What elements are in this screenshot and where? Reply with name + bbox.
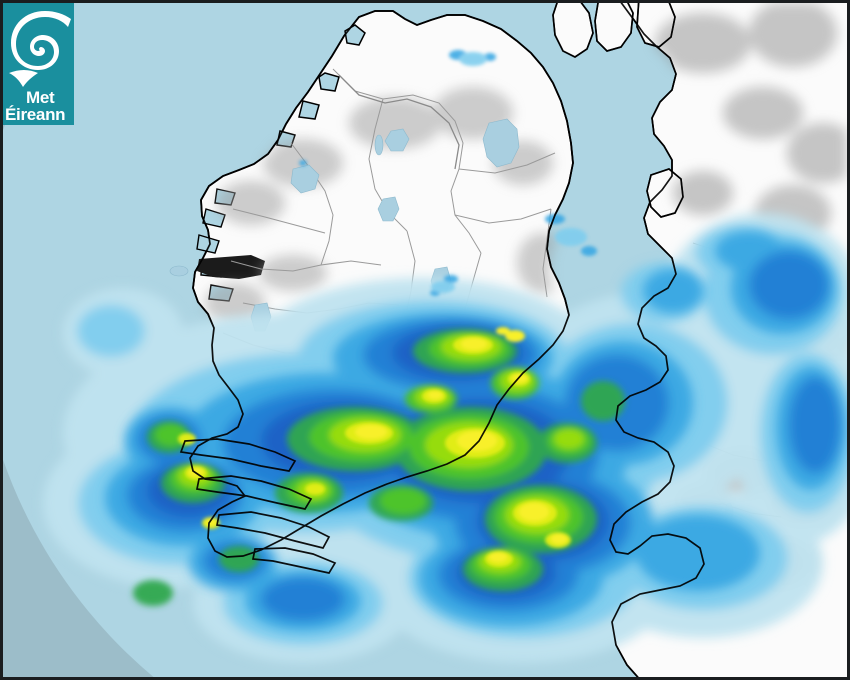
met-eireann-logo[interactable]: Met Éireann — [3, 3, 74, 125]
lake-scotland-small — [374, 134, 384, 156]
northern-ireland-border — [338, 74, 460, 170]
radar-isolated-showers-north — [299, 50, 597, 296]
map-canvas[interactable] — [3, 3, 847, 677]
lake-lough-conn — [377, 196, 400, 222]
galway-bay-notch — [197, 255, 265, 279]
lake-lough-neagh — [482, 118, 520, 168]
map-svg — [3, 3, 847, 677]
celtic-spiral-icon — [9, 11, 71, 87]
radar-echo-layer-intense — [178, 327, 571, 567]
lake-lough-mask — [290, 164, 320, 194]
lake-lough-erne — [384, 128, 410, 152]
logo-line-2: Éireann — [5, 104, 66, 124]
logo-line-1: Met — [26, 87, 55, 107]
coastline-overlay — [179, 3, 705, 677]
lake-small-west — [169, 265, 189, 277]
